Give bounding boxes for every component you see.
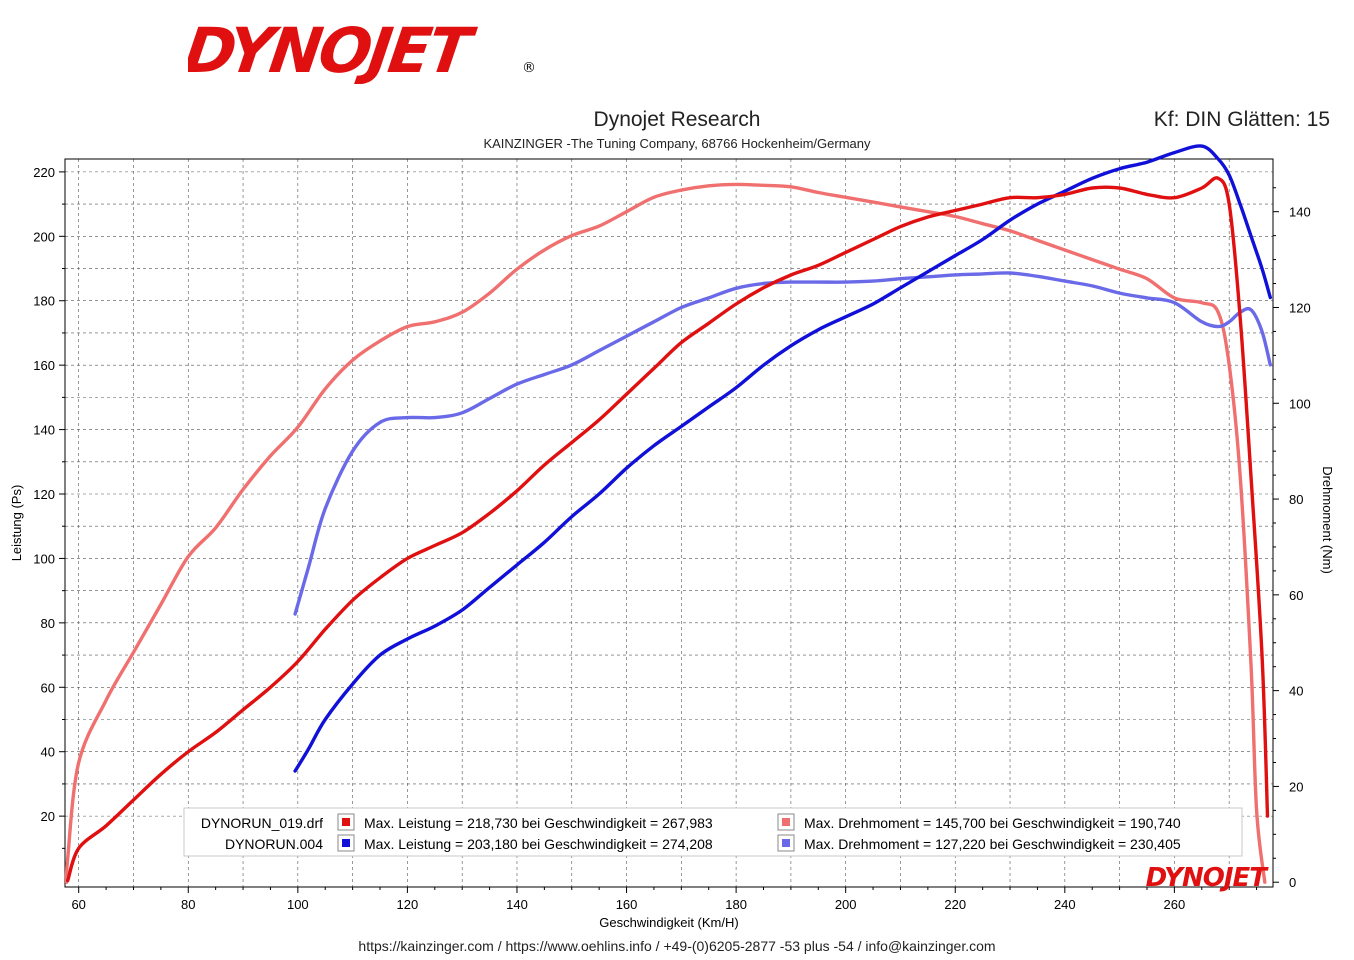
y-tick-label: 100 [33,551,55,566]
series-run1-torque [64,182,1267,884]
x-tick-label: 160 [616,897,638,912]
x-tick-label: 120 [397,897,419,912]
x-tick-label: 180 [725,897,747,912]
x-tick-label: 140 [506,897,528,912]
legend-swatch-run1-power-fill [342,818,350,826]
footer-contact: https://kainzinger.com / https://www.oeh… [358,938,996,954]
series-run1-power [66,176,1270,883]
x-tick-label: 80 [181,897,195,912]
legend-swatch-run1-torque-fill [782,818,790,826]
x-tick-label: 260 [1164,897,1186,912]
y-axis-left: 20 40 60 80 100 120 140 160 180 200 220 [33,165,65,849]
y-axis-right: 0 20 40 60 80 100 120 140 [1273,187,1311,890]
x-axis-label: Geschwindigkeit (Km/H) [599,915,738,930]
y-tick-label: 140 [33,423,55,438]
legend-run2-torque: Max. Drehmoment = 127,220 bei Geschwindi… [804,836,1181,852]
watermark-logo: DYNOJET [1146,863,1271,893]
chart-title: Dynojet Research [593,108,761,131]
logo-registered-mark: ® [522,60,536,76]
x-tick-label: 200 [835,897,857,912]
y2-tick-label: 100 [1289,396,1311,411]
chart-series [64,144,1272,884]
y2-tick-label: 140 [1289,205,1311,220]
y-tick-label: 180 [33,294,55,309]
x-tick-label: 60 [71,897,85,912]
legend-run1-power: Max. Leistung = 218,730 bei Geschwindigk… [364,815,713,831]
x-tick-label: 240 [1054,897,1076,912]
y2-tick-label: 80 [1289,492,1303,507]
legend-run2-power: Max. Leistung = 203,180 bei Geschwindigk… [364,836,713,852]
y-tick-label: 160 [33,358,55,373]
plot-frame [64,158,1274,888]
correction-factor-label: Kf: DIN Glätten: 15 [1153,108,1330,131]
watermark-logo-text: DYNOJET [1146,863,1270,893]
y2-tick-label: 40 [1289,684,1303,699]
x-tick-label: 220 [944,897,966,912]
y2-tick-label: 20 [1289,779,1303,794]
series-run2-power [293,144,1272,773]
legend-run-1: DYNORUN_019.drf [201,815,323,831]
y-tick-label: 20 [41,809,55,824]
y-tick-label: 200 [33,229,55,244]
chart-subtitle: KAINZINGER -The Tuning Company, 68766 Ho… [483,136,871,151]
legend-swatch-run2-power-fill [342,839,350,847]
legend-run1-torque: Max. Drehmoment = 145,700 bei Geschwindi… [804,815,1181,831]
dynojet-logo: DYNOJET ® [188,14,536,84]
legend-run-2: DYNORUN.004 [225,836,323,852]
legend: DYNORUN_019.drf Max. Leistung = 218,730 … [183,807,1243,857]
y-tick-label: 60 [41,680,55,695]
y-tick-label: 80 [41,616,55,631]
chart-grid [65,159,1273,887]
x-tick-label: 100 [287,897,309,912]
y2-tick-label: 0 [1289,875,1296,890]
y-axis-label: Leistung (Ps) [9,485,24,562]
y2-axis-label: Drehmoment (Nm) [1320,466,1335,574]
legend-swatch-run2-torque-fill [782,839,790,847]
legend-box [183,807,1243,857]
logo-text: DYNOJET [188,14,480,84]
y2-tick-label: 120 [1289,300,1311,315]
y2-tick-label: 60 [1289,588,1303,603]
y-tick-label: 40 [41,745,55,760]
y-tick-label: 220 [33,165,55,180]
series-run2-torque [293,271,1272,616]
x-axis: 60 80 100 120 140 160 180 200 220 240 260 [71,887,1258,912]
y-tick-label: 120 [33,487,55,502]
